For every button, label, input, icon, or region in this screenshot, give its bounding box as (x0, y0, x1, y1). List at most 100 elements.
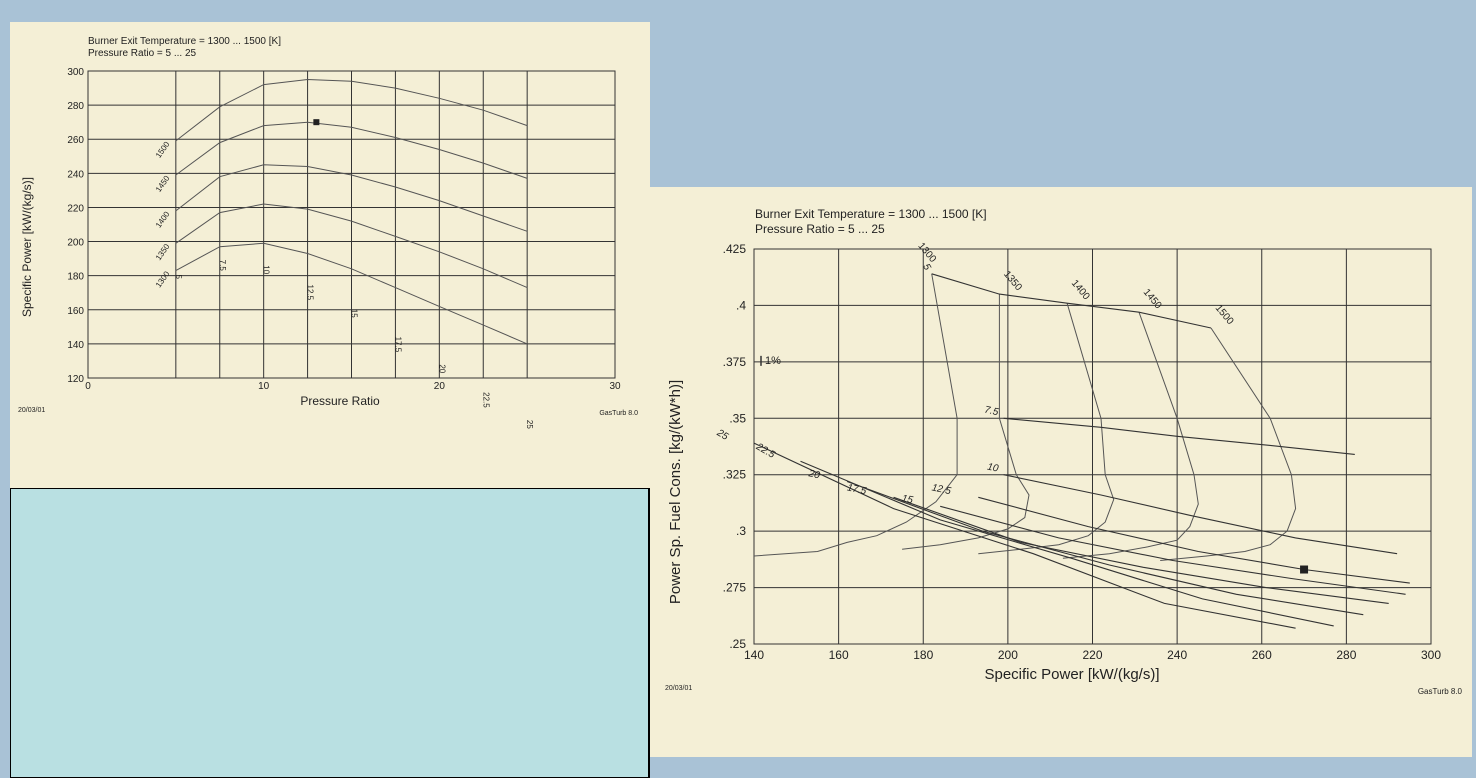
chart1-header-line-1: Burner Exit Temperature = 1300 ... 1500 … (88, 36, 281, 47)
chart2-temperature-label: 1300 (915, 241, 938, 265)
chart1-y-tick-label: 180 (67, 272, 84, 283)
chart2-design-point (1300, 565, 1309, 574)
chart1-y-tick-label: 160 (67, 306, 84, 317)
blank-panel (10, 488, 650, 778)
chart2-pressure-ratio-label: 5 (920, 262, 933, 273)
chart2-pressure-ratio-label: 25 (714, 427, 730, 443)
chart2-x-tick-label: 160 (829, 648, 849, 662)
chart1-y-tick-label: 220 (67, 203, 84, 214)
chart1-curves (175, 78, 528, 345)
chart2-temperature-line (902, 294, 1030, 550)
chart1-pressure-ratio-marker: 10 (262, 265, 271, 274)
chart2-y-tick-label: .425 (723, 242, 747, 256)
chart2-temperature-line (753, 273, 958, 557)
chart2-x-tick-label: 260 (1252, 648, 1272, 662)
chart1-series-label: 1400 (154, 209, 172, 229)
chart2-pressure-ratio-line (846, 480, 1364, 616)
chart2-y-tick-label: .3 (736, 524, 746, 538)
chart2-pressure-ratio-label: 7.5 (983, 405, 999, 419)
chart2-x-tick-label: 280 (1336, 648, 1356, 662)
chart1-series-label: 1350 (154, 242, 172, 262)
chart1-series-label: 1450 (154, 174, 172, 194)
chart1-x-axis-label: Pressure Ratio (300, 394, 380, 408)
chart1-x-tick-label: 30 (609, 381, 621, 392)
chart2-pressure-ratio-label: 15 (901, 493, 915, 506)
chart1-y-tick-label: 240 (67, 169, 84, 180)
chart2-y-tick-label: .325 (723, 468, 747, 482)
chart2-header-line-2: Pressure Ratio = 5 ... 25 (755, 222, 885, 236)
chart1-pressure-ratio-marker: 5 (174, 275, 183, 280)
chart2-x-tick-label: 180 (913, 648, 933, 662)
chart1-series-line (175, 242, 528, 345)
chart2-pressure-ratio-label: 10 (986, 462, 1000, 475)
chart1-y-tick-label: 120 (67, 374, 84, 385)
chart2-temperature-line (978, 303, 1115, 555)
chart1-software: GasTurb 8.0 (599, 410, 638, 417)
chart2-pressure-ratio-line (800, 460, 1334, 627)
chart1-pressure-ratio-marker: 25 (525, 420, 534, 429)
chart1-y-tick-label: 280 (67, 101, 84, 112)
chart2-y-tick-label: .25 (729, 637, 746, 651)
chart1-series-line (175, 203, 528, 289)
chart2-temperature-label: 1400 (1069, 278, 1092, 302)
chart2-x-tick-label: 200 (998, 648, 1018, 662)
chart2-y-tick-label: .275 (723, 581, 747, 595)
chart2-pressure-ratio-line (978, 496, 1410, 584)
chart2-pressure-ratio-line (1003, 474, 1398, 555)
chart1-y-tick-label: 140 (67, 340, 84, 351)
chart2-pressure-ratio-line (753, 442, 1296, 629)
chart1-design-point (313, 119, 320, 126)
chart1-x-tick-label: 0 (85, 381, 91, 392)
chart1-series-label: 1500 (154, 139, 172, 159)
chart1-date: 20/03/01 (18, 407, 45, 414)
chart2-temperature-line (1062, 312, 1199, 559)
chart1-pressure-ratio-marker: 17.5 (393, 337, 402, 353)
chart1-pressure-ratio-marker: 22.5 (481, 392, 490, 408)
chart2-x-tick-label: 240 (1167, 648, 1187, 662)
chart2-y-tick-label: .375 (723, 355, 747, 369)
chart2-pressure-ratio-line (1003, 417, 1355, 455)
chart1-series-line (175, 78, 528, 142)
specific-power-vs-pressure-ratio-chart: Burner Exit Temperature = 1300 ... 1500 … (18, 36, 638, 429)
chart2-date: 20/03/01 (665, 685, 692, 692)
chart2-pressure-ratio-line (893, 496, 1389, 604)
chart1-header-line-2: Pressure Ratio = 5 ... 25 (88, 48, 197, 59)
chart2-scale-note: 1% (765, 355, 781, 367)
chart2-temperature-label: 1350 (1001, 269, 1024, 293)
chart1-grid (87, 70, 616, 379)
chart1-y-tick-label: 200 (67, 238, 84, 249)
chart2-x-axis-label: Specific Power [kW/(kg/s)] (984, 666, 1159, 683)
chart2-software: GasTurb 8.0 (1418, 687, 1463, 696)
chart1-pressure-ratio-marker: 15 (350, 309, 359, 318)
chart2-temperature-label: 1500 (1213, 303, 1236, 327)
chart2-temperature-line (1160, 327, 1297, 561)
left-chart-sheet: Burner Exit Temperature = 1300 ... 1500 … (10, 22, 650, 488)
chart1-y-tick-label: 260 (67, 135, 84, 146)
chart1-series-line (175, 164, 528, 232)
chart1-y-axis-label: Specific Power [kW/(kg/s)] (20, 177, 34, 317)
right-chart-sheet: Burner Exit Temperature = 1300 ... 1500 … (650, 187, 1472, 757)
chart2-header-line-1: Burner Exit Temperature = 1300 ... 1500 … (755, 207, 987, 221)
chart2-pressure-ratio-label: 17.5 (846, 482, 868, 497)
chart2-curves (753, 273, 1410, 629)
chart2-tick-labels: .25 .275 .3 .325 .35 .375 .4 .425 140 160 180 200 22… (714, 241, 1441, 662)
chart1-series-line (175, 121, 528, 179)
chart2-x-tick-label: 300 (1421, 648, 1441, 662)
chart2-temperature-label: 1450 (1141, 287, 1164, 311)
chart2-y-tick-label: .35 (729, 411, 746, 425)
chart1-y-tick-label: 300 (67, 67, 84, 78)
chart1-x-tick-label: 20 (434, 381, 446, 392)
chart1-pressure-ratio-marker: 20 (437, 364, 446, 373)
chart1-x-tick-label: 10 (258, 381, 270, 392)
chart1-tick-labels: 120 140 160 180 200 220 240 260 280 300 0 10 20 30 130… (67, 67, 621, 429)
chart1-pressure-ratio-marker: 12.5 (306, 284, 315, 300)
sfc-vs-specific-power-chart: Burner Exit Temperature = 1300 ... 1500 … (665, 207, 1463, 696)
chart2-y-axis-label: Power Sp. Fuel Cons. [kg/(kW*h)] (667, 380, 684, 604)
chart2-x-tick-label: 140 (744, 648, 764, 662)
chart2-pressure-ratio-label: 20 (807, 468, 822, 481)
chart1-pressure-ratio-marker: 7.5 (218, 260, 227, 272)
chart2-x-tick-label: 220 (1082, 648, 1102, 662)
chart2-pressure-ratio-line (931, 273, 1212, 329)
chart2-pressure-ratio-line (940, 505, 1406, 595)
chart2-y-tick-label: .4 (736, 298, 746, 312)
